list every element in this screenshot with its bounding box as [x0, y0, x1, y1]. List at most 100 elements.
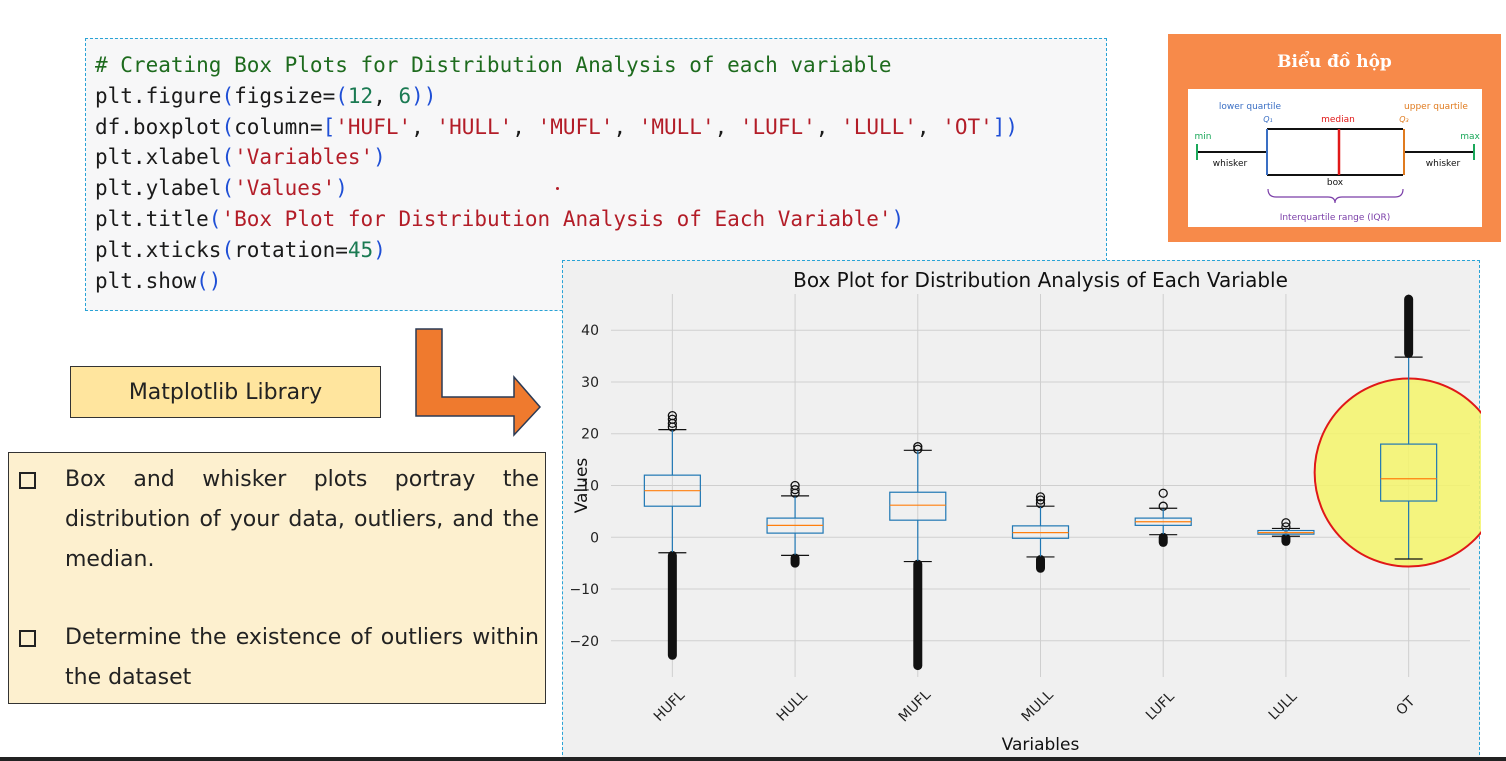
bottom-border	[0, 757, 1506, 761]
x-tick-label: MUFL	[896, 687, 934, 725]
code-token: (	[208, 207, 222, 231]
note-item: Box and whisker plots portray the distri…	[19, 460, 539, 580]
x-tick-label: LULL	[1266, 689, 1301, 724]
y-tick-label: 0	[590, 530, 599, 546]
chart-title: Box Plot for Distribution Analysis of Ea…	[793, 268, 1288, 292]
code-line: plt.title('Box Plot for Distribution Ana…	[95, 206, 904, 232]
code-token: ))	[411, 83, 437, 108]
highlight-circle	[1313, 377, 1481, 568]
code-token: ,	[916, 114, 943, 139]
ref-min: min	[1195, 132, 1212, 142]
box-iqr	[1380, 443, 1438, 502]
ref-whisker-right: whisker	[1426, 159, 1461, 169]
code-token: column=	[234, 114, 323, 139]
code-token: plt.xlabel	[95, 145, 222, 170]
y-tick-label: 30	[581, 375, 599, 391]
code-token: 'Variables'	[234, 145, 374, 170]
outlier-point	[1158, 488, 1168, 498]
note-text: Box and whisker plots portray the distri…	[65, 467, 539, 572]
code-token: 'MUFL'	[537, 114, 614, 139]
outlier-point	[1281, 518, 1291, 528]
x-tick-label: MULL	[1019, 687, 1057, 725]
note-text: Determine the existence of outliers with…	[65, 625, 539, 690]
code-token: ,	[714, 114, 740, 139]
code-token: )	[335, 176, 348, 201]
code-token: ])	[992, 114, 1019, 139]
boxplot-reference-panel: Biểu đồ hộp lower quartile Q₁ median upp…	[1168, 34, 1501, 242]
reference-title: Biểu đồ hộp	[1277, 52, 1392, 72]
ref-iqr: Interquartile range (IQR)	[1280, 213, 1391, 223]
boxplot-svg: −20 −10 0 10 20 30 40 Box Plot for Distribution…	[569, 268, 1481, 755]
code-token: 'HULL'	[436, 114, 513, 139]
code-token: [	[322, 114, 336, 139]
code-line: # Creating Box Plots for Distribution An…	[95, 52, 892, 78]
code-token: )	[373, 237, 386, 262]
ref-q3: Q₃	[1399, 115, 1409, 124]
note-item: Determine the existence of outliers with…	[19, 618, 539, 698]
notes-panel: Box and whisker plots portray the distri…	[8, 452, 546, 704]
checkbox-bullet-icon	[19, 472, 36, 489]
code-line: plt.xlabel('Variables')	[95, 144, 386, 170]
outlier-point	[667, 414, 678, 424]
code-token: plt.title	[95, 207, 209, 231]
code-line: plt.figure(figsize=(12, 6))	[95, 83, 436, 109]
code-token: 'LULL'	[841, 114, 917, 139]
code-token: (	[221, 176, 235, 201]
code-token: df.boxplot	[95, 114, 222, 139]
code-line: plt.ylabel('Values')	[95, 175, 348, 201]
ref-q1: Q₁	[1263, 115, 1273, 124]
code-token: (	[221, 114, 235, 139]
ref-lower-quartile: lower quartile	[1219, 102, 1282, 112]
checkbox-bullet-icon	[19, 630, 36, 647]
outlier-point	[667, 410, 678, 421]
boxplot-chart: −20 −10 0 10 20 30 40 Box Plot for Distribution…	[562, 260, 1481, 760]
library-label: Matplotlib Library	[70, 366, 381, 418]
code-token: # Creating Box Plots for Distribution An…	[95, 53, 892, 77]
code-token: (	[335, 83, 348, 108]
y-tick-label: 40	[581, 323, 599, 339]
code-token: 'LUFL'	[739, 114, 816, 139]
x-tick-label: LUFL	[1143, 689, 1178, 724]
code-token: ,	[815, 114, 842, 139]
code-token: )	[891, 207, 905, 231]
code-line: df.boxplot(column=['HUFL', 'HULL', 'MUFL…	[95, 114, 1018, 140]
code-token: ,	[613, 114, 639, 139]
code-line: plt.show()	[95, 268, 221, 294]
code-token: ,	[411, 114, 437, 139]
ref-upper-quartile: upper quartile	[1404, 102, 1468, 112]
x-tick-label: OT	[1393, 693, 1418, 718]
box-iqr	[889, 491, 947, 521]
code-token: ,	[512, 114, 538, 139]
code-token: 'HUFL'	[335, 114, 412, 139]
code-token: 'MULL'	[638, 114, 715, 139]
code-token: ()	[196, 268, 222, 293]
code-token: plt.ylabel	[95, 176, 222, 201]
code-token: plt.show	[95, 268, 197, 293]
code-token: plt.figure	[95, 83, 222, 108]
x-tick-label: HULL	[774, 688, 811, 725]
code-token: 'Box Plot for Distribution Analysis of E…	[221, 207, 892, 231]
outlier-point	[1035, 495, 1046, 505]
code-token: 'Values'	[234, 176, 336, 201]
outlier-point	[790, 480, 800, 491]
code-token: (	[221, 145, 235, 170]
stray-dot	[556, 187, 559, 190]
code-token: figsize=	[234, 83, 336, 108]
y-tick-label: 20	[581, 427, 599, 443]
y-tick-label: −20	[569, 634, 599, 650]
code-token: 45	[347, 237, 374, 262]
outlier-point	[1035, 492, 1046, 502]
x-axis-label: Variables	[1002, 735, 1080, 755]
code-token: )	[373, 145, 386, 170]
ref-median: median	[1321, 115, 1355, 125]
code-token: rotation=	[234, 237, 348, 262]
ref-whisker-left: whisker	[1213, 159, 1248, 169]
boxplot-diagram: lower quartile Q₁ median upper quartile …	[1188, 89, 1482, 227]
code-token: (	[221, 237, 235, 262]
code-token: 6	[398, 83, 412, 108]
code-token: plt.xticks	[95, 237, 222, 262]
code-token: ,	[373, 83, 399, 108]
code-token: (	[221, 83, 235, 108]
y-tick-label: 10	[581, 479, 599, 495]
y-axis-label: Values	[572, 458, 592, 514]
